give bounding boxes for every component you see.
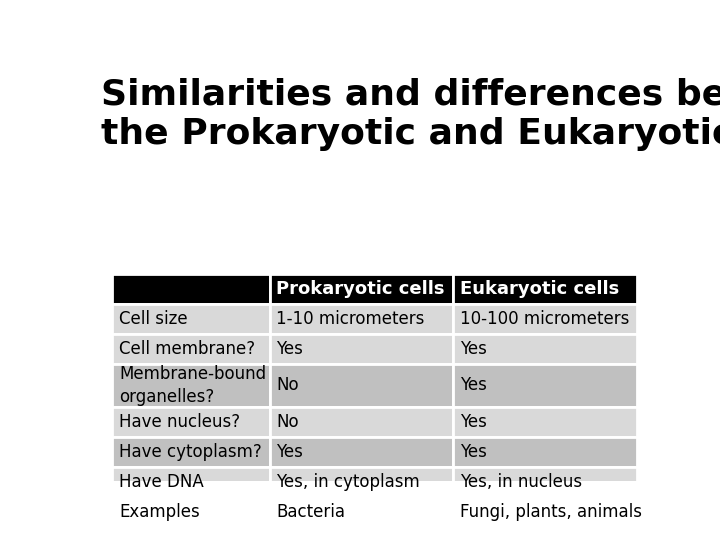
Text: Fungi, plants, animals: Fungi, plants, animals — [460, 503, 642, 521]
Text: Have DNA: Have DNA — [119, 473, 204, 491]
Text: No: No — [276, 413, 299, 431]
Bar — [270, 437, 454, 467]
Bar — [270, 334, 454, 364]
Bar — [454, 274, 636, 304]
Bar — [270, 274, 454, 304]
Text: Yes: Yes — [276, 443, 303, 461]
Text: Yes: Yes — [460, 340, 487, 358]
Bar — [112, 274, 270, 304]
Text: Cell membrane?: Cell membrane? — [119, 340, 255, 358]
Text: Yes: Yes — [460, 376, 487, 394]
Bar — [112, 304, 270, 334]
Text: Eukaryotic cells: Eukaryotic cells — [460, 280, 619, 298]
Text: Membrane-bound
organelles?: Membrane-bound organelles? — [119, 366, 266, 406]
Text: Yes, in nucleus: Yes, in nucleus — [460, 473, 582, 491]
Bar — [270, 467, 454, 497]
Bar — [112, 467, 270, 497]
Bar — [112, 437, 270, 467]
Bar — [454, 497, 636, 527]
Bar — [270, 304, 454, 334]
Bar — [454, 304, 636, 334]
Text: 10-100 micrometers: 10-100 micrometers — [460, 310, 629, 328]
Text: Have cytoplasm?: Have cytoplasm? — [119, 443, 262, 461]
Bar — [112, 407, 270, 437]
Bar — [112, 334, 270, 364]
Text: Yes: Yes — [276, 340, 303, 358]
Text: Yes: Yes — [460, 413, 487, 431]
Bar — [270, 364, 454, 407]
Text: Bacteria: Bacteria — [276, 503, 346, 521]
Text: Prokaryotic cells: Prokaryotic cells — [276, 280, 445, 298]
Text: Examples: Examples — [119, 503, 199, 521]
Bar — [454, 467, 636, 497]
Text: Similarities and differences between
the Prokaryotic and Eukaryotic Cells: Similarities and differences between the… — [101, 77, 720, 151]
Text: Cell size: Cell size — [119, 310, 188, 328]
Text: Have nucleus?: Have nucleus? — [119, 413, 240, 431]
Bar — [270, 407, 454, 437]
Bar — [454, 334, 636, 364]
Bar — [112, 364, 270, 407]
Text: No: No — [276, 376, 299, 394]
Bar — [270, 497, 454, 527]
Bar — [454, 437, 636, 467]
Bar — [454, 364, 636, 407]
Text: Yes: Yes — [460, 443, 487, 461]
Text: Yes, in cytoplasm: Yes, in cytoplasm — [276, 473, 420, 491]
Text: 1-10 micrometers: 1-10 micrometers — [276, 310, 425, 328]
Bar — [112, 497, 270, 527]
Bar — [454, 407, 636, 437]
